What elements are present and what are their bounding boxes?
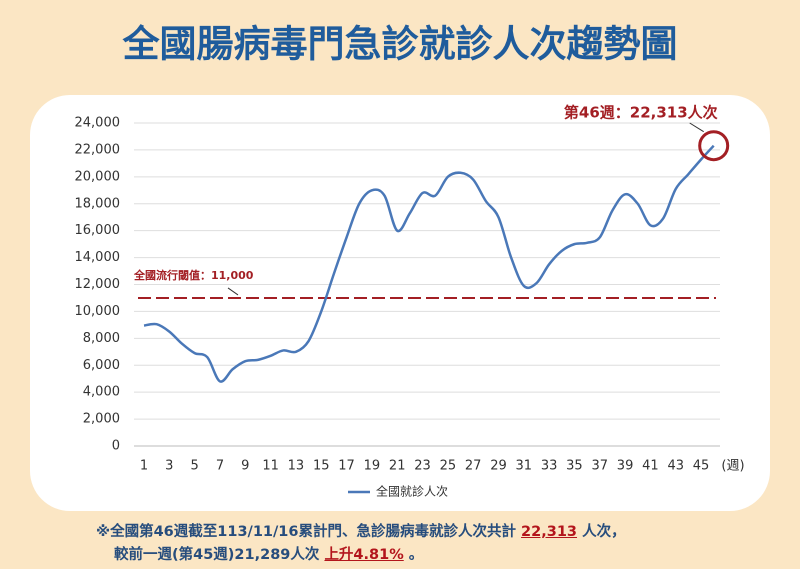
x-tick-label: 23 [414,459,431,474]
x-tick-label: 33 [541,459,558,474]
x-tick-label: 3 [165,459,173,474]
y-tick-label: 16,000 [75,223,121,238]
footnote-text: 人次， [577,524,626,540]
y-tick-label: 24,000 [75,116,121,131]
legend-label: 全國就診人次 [376,484,448,499]
chart-title: 全國腸病毒門急診就診人次趨勢圖 [122,23,678,66]
x-tick-label: 13 [288,459,305,474]
x-tick-label: 11 [262,459,279,474]
x-tick-label: 21 [389,459,406,474]
footnote-highlight: 上升4.81% [324,547,404,563]
x-tick-label: 19 [364,459,381,474]
footnote-text: 較前一週(第45週)21,289人次 [114,547,325,563]
x-tick-label: 27 [465,459,482,474]
x-tick-label: 31 [516,459,533,474]
x-tick-label: 25 [440,459,457,474]
threshold-label: 全國流行閾值：11,000 [133,268,254,282]
footnote-line: 較前一週(第45週)21,289人次 上升4.81% 。 [114,543,423,564]
y-tick-label: 8,000 [83,331,120,346]
y-tick-label: 6,000 [83,358,120,373]
annotation-pointer [689,122,704,133]
y-tick-label: 18,000 [75,196,121,211]
panel [30,95,770,511]
x-tick-label: 35 [566,459,583,474]
footnote-line: ※全國第46週截至113/11/16累計門、急診腸病毒就診人次共計 22,313… [96,520,626,541]
x-tick-label: 17 [338,459,355,474]
x-tick-label: 37 [591,459,608,474]
annotation-label: 第46週：22,313人次 [564,104,718,122]
y-tick-label: 10,000 [75,304,121,319]
series-line [143,144,715,383]
annotation-circle [698,130,730,162]
x-tick-label: 41 [642,459,659,474]
y-tick-label: 12,000 [75,277,121,292]
y-tick-label: 14,000 [75,250,121,265]
y-tick-label: 22,000 [75,142,121,157]
footnote-text: ※全國第46週截至113/11/16累計門、急診腸病毒就診人次共計 [96,524,522,540]
x-tick-label: 1 [140,459,148,474]
x-tick-label: 43 [667,459,684,474]
x-tick-label: 45 [693,459,710,474]
y-tick-label: 2,000 [83,412,120,427]
y-tick-label: 0 [112,439,120,454]
x-tick-label: 29 [490,459,507,474]
x-tick-label: 9 [241,459,249,474]
threshold-pointer [227,287,239,296]
y-tick-label: 20,000 [75,169,121,184]
footnote-highlight: 22,313 [521,524,578,540]
x-tick-label: 15 [313,459,330,474]
x-tick-label: 5 [190,459,198,474]
y-tick-label: 4,000 [83,385,120,400]
x-tick-label: 39 [617,459,634,474]
x-tick-label: 7 [216,459,224,474]
footnote-text: 。 [403,547,424,563]
x-axis-label: (週) [721,459,744,474]
